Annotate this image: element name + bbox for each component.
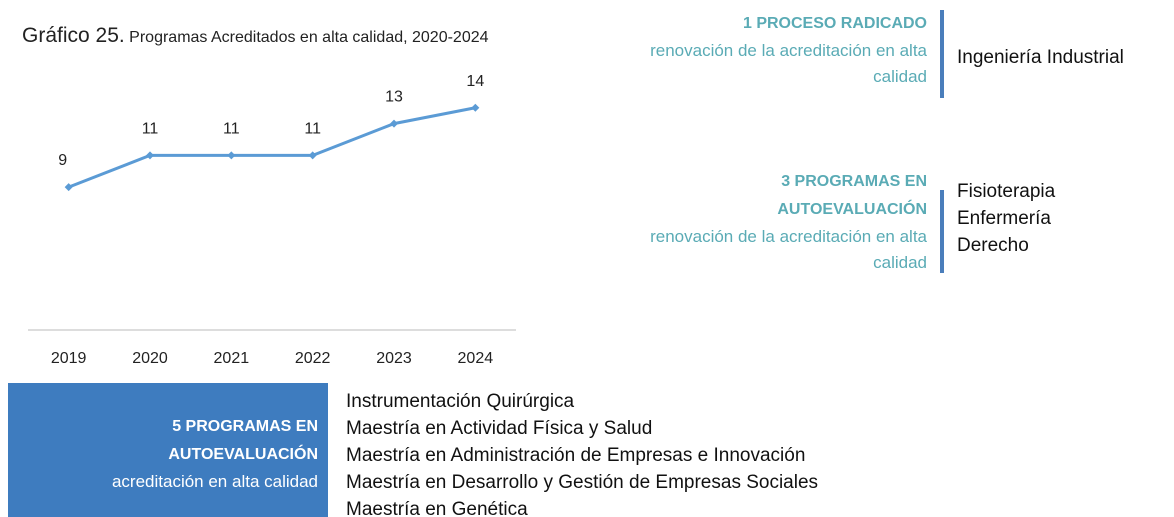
program-item: Instrumentación Quirúrgica — [346, 391, 575, 412]
chart-title-block: Gráfico 25. Programas Acreditados en alt… — [22, 24, 542, 50]
point-marker — [471, 103, 480, 112]
data-label: 9 — [58, 152, 67, 169]
data-label: 13 — [385, 89, 403, 106]
block-heading: 5 PROGRAMAS EN AUTOEVALUACIÓN — [168, 418, 318, 463]
block-2-items: Fisioterapia Enfermería Derecho — [957, 178, 1055, 259]
block-subtext: renovación de la acreditación en alta ca… — [650, 227, 927, 272]
chart: 2019 2020 2021 2022 2023 2024 9 11 11 11 13 14 — [28, 73, 516, 367]
block-bar — [940, 10, 944, 98]
block-subtext: acreditación en alta calidad — [111, 472, 318, 491]
x-tick-label: 2021 — [214, 350, 250, 367]
program-item: Fisioterapia — [957, 181, 1056, 202]
line-series — [68, 106, 476, 189]
data-label: 14 — [466, 73, 484, 90]
program-item: Enfermería — [957, 208, 1051, 229]
chart-subtitle: Programas Acreditados en alta calidad, 2… — [129, 29, 489, 46]
program-item: Derecho — [957, 235, 1029, 256]
block-1-text: 1 PROCESO RADICADO renovación de la acre… — [600, 10, 927, 90]
x-tick-label: 2020 — [132, 350, 168, 367]
program-item: Maestría en Genética — [346, 499, 528, 517]
block-1-items: Ingeniería Industrial — [957, 44, 1124, 71]
block-heading: 1 PROCESO RADICADO — [742, 15, 927, 32]
point-marker — [146, 151, 154, 160]
point-marker — [64, 183, 73, 192]
chart-title: Gráfico 25. — [22, 24, 125, 47]
point-marker — [308, 151, 317, 160]
program-item: Maestría en Actividad Física y Salud — [346, 418, 653, 439]
x-tick-label: 2023 — [376, 350, 412, 367]
program-item: Maestría en Desarrollo y Gestión de Empr… — [346, 472, 819, 493]
point-marker — [227, 151, 236, 160]
x-tick-label: 2022 — [295, 350, 331, 367]
program-item: Maestría en Administración de Empresas e… — [346, 445, 806, 466]
block-3-text: 5 PROGRAMAS EN AUTOEVALUACIÓN acreditaci… — [8, 413, 318, 495]
x-tick-label: 2024 — [458, 350, 494, 367]
x-tick-label: 2019 — [51, 350, 87, 367]
data-label: 11 — [304, 120, 321, 137]
block-bar — [940, 190, 944, 273]
block-heading: 3 PROGRAMAS EN AUTOEVALUACIÓN — [777, 173, 927, 218]
block-3-items: Instrumentación Quirúrgica Maestría en Ac… — [346, 388, 818, 517]
block-3-box — [8, 383, 328, 517]
point-marker — [390, 119, 398, 128]
program-item: Ingeniería Industrial — [957, 47, 1124, 68]
block-subtext: renovación de la acreditación en alta ca… — [650, 41, 927, 86]
data-label: 11 — [223, 120, 240, 137]
data-label: 11 — [142, 120, 159, 137]
block-2-text: 3 PROGRAMAS EN AUTOEVALUACIÓN renovación… — [600, 168, 927, 276]
